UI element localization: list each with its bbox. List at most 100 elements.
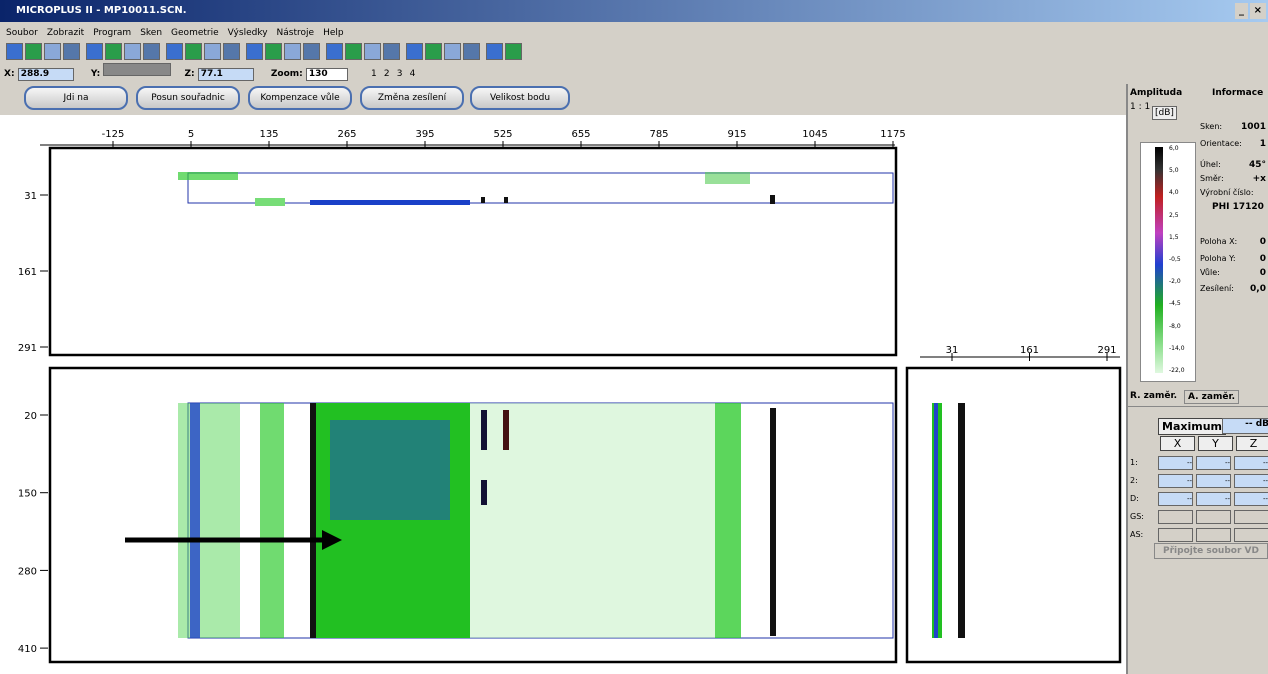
toolbar-icon[interactable] xyxy=(265,43,282,60)
zoom-field[interactable]: 130 xyxy=(306,68,348,81)
gain-button[interactable]: Změna zesílení xyxy=(360,86,464,110)
menu-item[interactable]: Zobrazit xyxy=(47,28,84,38)
z-label: Z: xyxy=(184,69,194,79)
view-tab[interactable]: 2 xyxy=(384,69,390,79)
left-ruler-label: 150 xyxy=(18,489,37,500)
signal xyxy=(310,200,470,205)
coordinate-cell: -- xyxy=(1158,456,1193,470)
info-label: Poloha X: xyxy=(1200,237,1237,246)
signal xyxy=(178,403,240,638)
compensation-button[interactable]: Kompenzace vůle xyxy=(248,86,352,110)
coordinate-cell: -- xyxy=(1234,474,1268,488)
top-ruler-label: 265 xyxy=(337,129,356,140)
signal xyxy=(190,403,200,638)
menu-item[interactable]: Soubor xyxy=(6,28,38,38)
toolbar-icon[interactable] xyxy=(166,43,183,60)
view-tab[interactable]: 3 xyxy=(397,69,403,79)
info-value: 1 xyxy=(1260,139,1266,149)
goto-button[interactable]: Jdi na xyxy=(24,86,128,110)
toolbar-icon[interactable] xyxy=(425,43,442,60)
info-label: Úhel: xyxy=(1200,160,1221,169)
top-ruler-label: 395 xyxy=(415,129,434,140)
coordinate-cell xyxy=(1196,528,1231,542)
info-label: Zesílení: xyxy=(1200,284,1234,293)
signal xyxy=(934,403,938,638)
toolbar-icon[interactable] xyxy=(44,43,61,60)
x-field[interactable]: 288.9 xyxy=(18,68,74,81)
toolbar-icon[interactable] xyxy=(345,43,362,60)
menu-item[interactable]: Geometrie xyxy=(171,28,219,38)
toolbar-icon[interactable] xyxy=(86,43,103,60)
menu-item[interactable]: Nástroje xyxy=(277,28,315,38)
scale-label: -2,0 xyxy=(1169,278,1181,285)
left-ruler-label: 161 xyxy=(18,267,37,278)
tab[interactable]: R. zaměr. xyxy=(1130,391,1177,401)
toolbar-icon[interactable] xyxy=(486,43,503,60)
toolbar-icon[interactable] xyxy=(505,43,522,60)
toolbar-icon[interactable] xyxy=(185,43,202,60)
row-label: AS: xyxy=(1130,530,1143,539)
coordinate-cell xyxy=(1196,510,1231,524)
toolbar-icon[interactable] xyxy=(63,43,80,60)
view-tab[interactable]: 4 xyxy=(410,69,416,79)
point-size-button[interactable]: Velikost bodu xyxy=(470,86,570,110)
y-field[interactable] xyxy=(103,63,171,76)
toolbar-icon[interactable] xyxy=(204,43,221,60)
toolbar-icon[interactable] xyxy=(303,43,320,60)
minimize-button[interactable]: _ xyxy=(1235,3,1248,19)
top-ruler-label: 135 xyxy=(259,129,278,140)
toolbar-icon[interactable] xyxy=(223,43,240,60)
menu-item[interactable]: Výsledky xyxy=(228,28,268,38)
tab[interactable]: A. zaměr. xyxy=(1184,390,1239,404)
shift-button[interactable]: Posun souřadnic xyxy=(136,86,240,110)
left-ruler-label: 31 xyxy=(24,191,37,202)
toolbar-icon[interactable] xyxy=(124,43,141,60)
toolbar-icon[interactable] xyxy=(25,43,42,60)
toolbar-icon[interactable] xyxy=(6,43,23,60)
signal xyxy=(481,480,487,505)
left-ruler-label: 410 xyxy=(18,644,37,655)
left-ruler-label: 280 xyxy=(18,566,37,577)
toolbar-icon[interactable] xyxy=(326,43,343,60)
signal xyxy=(255,198,285,206)
scale-label: 5,0 xyxy=(1169,167,1179,174)
coordinate-cell: -- xyxy=(1196,492,1231,506)
z-field[interactable]: 77.1 xyxy=(198,68,254,81)
toolbar-icon[interactable] xyxy=(463,43,480,60)
left-ruler-label: 20 xyxy=(24,411,37,422)
toolbar-icon[interactable] xyxy=(105,43,122,60)
menu-item[interactable]: Sken xyxy=(140,28,162,38)
signal xyxy=(770,195,775,204)
toolbar-icon[interactable] xyxy=(364,43,381,60)
toolbar-icon[interactable] xyxy=(284,43,301,60)
menu-item[interactable]: Help xyxy=(323,28,344,38)
row-label: 2: xyxy=(1130,476,1138,485)
info-value: 0,0 xyxy=(1250,284,1266,294)
attach-button[interactable]: Připojte soubor VD xyxy=(1154,543,1268,559)
info-value: PHI 17120 xyxy=(1212,202,1264,212)
maximum-button[interactable]: Maximum xyxy=(1158,418,1226,435)
coordinate-cell: -- xyxy=(1234,456,1268,470)
scale-label: 6,0 xyxy=(1169,145,1179,152)
coordinate-cell xyxy=(1158,510,1193,524)
title-bar: MICROPLUS II - MP10011.SCN. _ × xyxy=(0,0,1268,22)
column-header: Z xyxy=(1236,436,1268,451)
top-ruler-label: 785 xyxy=(649,129,668,140)
toolbar-icon[interactable] xyxy=(406,43,423,60)
close-button[interactable]: × xyxy=(1250,3,1266,19)
info-label: Sken: xyxy=(1200,122,1222,131)
info-label: Poloha Y: xyxy=(1200,254,1236,263)
view-tab[interactable]: 1 xyxy=(371,69,377,79)
toolbar-icon[interactable] xyxy=(143,43,160,60)
tab-strip: R. zaměr. A. zaměr. xyxy=(1128,388,1268,407)
info-label: Orientace: xyxy=(1200,139,1242,148)
toolbar-icon[interactable] xyxy=(246,43,263,60)
db-button[interactable]: [dB] xyxy=(1152,106,1177,120)
ratio-label: 1 : 1 xyxy=(1130,102,1150,112)
menu-item[interactable]: Program xyxy=(93,28,131,38)
toolbar-icon[interactable] xyxy=(383,43,400,60)
info-header: Informace xyxy=(1212,88,1263,98)
signal xyxy=(705,172,750,184)
scale-label: -4,5 xyxy=(1169,300,1181,307)
toolbar-icon[interactable] xyxy=(444,43,461,60)
